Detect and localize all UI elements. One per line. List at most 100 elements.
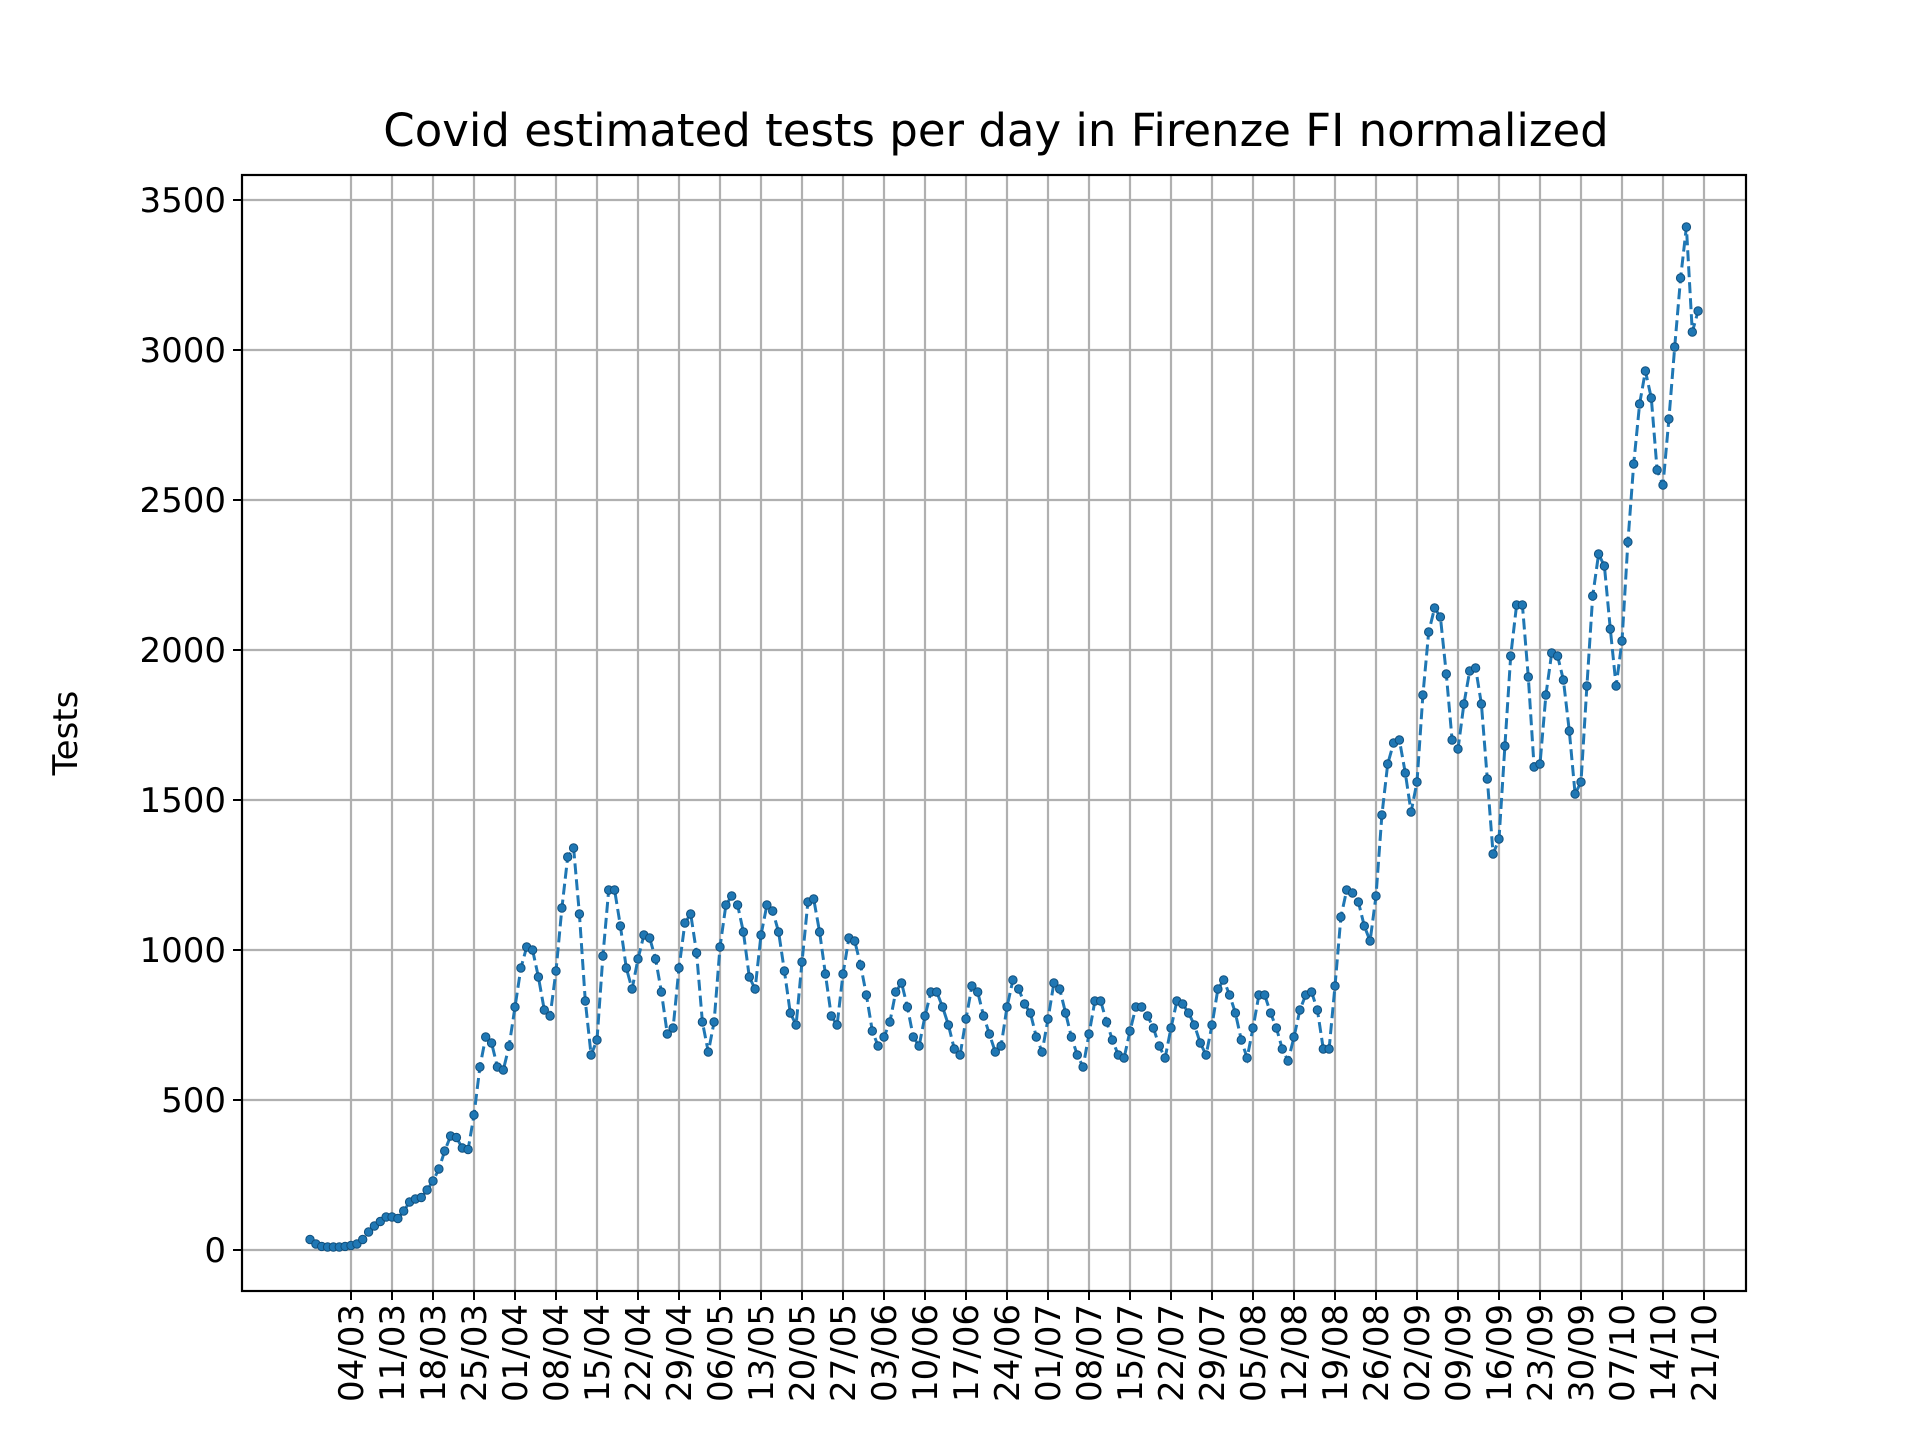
- data-point: [551, 966, 561, 976]
- data-point: [1623, 537, 1633, 547]
- data-point: [1646, 393, 1657, 403]
- y-tick-label: 2500: [139, 481, 226, 521]
- x-tick-label: 16/09: [1480, 1304, 1520, 1402]
- data-point: [1119, 1053, 1129, 1063]
- x-tick-label: 20/05: [783, 1304, 823, 1402]
- data-point: [1242, 1053, 1252, 1063]
- data-point: [574, 909, 585, 919]
- series-line: [309, 226, 1700, 1249]
- data-point: [1008, 975, 1018, 985]
- data-point: [779, 966, 790, 976]
- data-point: [768, 906, 778, 916]
- data-point: [1359, 921, 1370, 931]
- data-point: [861, 990, 872, 1000]
- data-point: [838, 969, 848, 979]
- data-point: [1031, 1032, 1042, 1042]
- data-point: [732, 900, 743, 910]
- data-point: [1558, 675, 1569, 685]
- data-point: [1693, 306, 1703, 316]
- data-point: [504, 1041, 514, 1051]
- x-tick-label: 17/06: [947, 1304, 987, 1402]
- data-point: [674, 963, 684, 973]
- data-point: [1248, 1023, 1258, 1033]
- data-point: [885, 1017, 895, 1027]
- data-point: [1084, 1029, 1094, 1039]
- data-point: [1049, 978, 1059, 988]
- x-tick-label: 23/09: [1521, 1304, 1561, 1402]
- data-point: [715, 942, 725, 952]
- data-point: [1260, 990, 1270, 1000]
- data-point: [533, 972, 544, 982]
- data-point: [568, 843, 579, 853]
- x-tick-label: 12/08: [1275, 1304, 1315, 1402]
- data-point: [1593, 549, 1604, 559]
- data-point: [1523, 672, 1534, 682]
- x-tick-label: 14/10: [1644, 1304, 1684, 1402]
- data-point: [399, 1206, 409, 1216]
- data-point: [762, 900, 772, 910]
- data-point: [978, 1011, 989, 1021]
- data-point: [1043, 1014, 1053, 1024]
- data-point: [1453, 744, 1463, 754]
- x-tick-label: 22/04: [619, 1304, 659, 1402]
- data-point: [580, 996, 590, 1006]
- data-point: [358, 1234, 368, 1245]
- x-tick-label: 29/04: [660, 1304, 700, 1402]
- data-point: [680, 918, 690, 928]
- data-point: [1429, 603, 1440, 613]
- data-point: [1160, 1053, 1170, 1063]
- data-point: [809, 894, 819, 904]
- data-point: [891, 987, 901, 997]
- data-point: [984, 1029, 995, 1039]
- data-point: [691, 948, 702, 958]
- data-point: [1148, 1023, 1159, 1033]
- x-tick-label: 03/06: [865, 1304, 905, 1402]
- data-point: [557, 903, 567, 913]
- data-point: [598, 951, 608, 961]
- data-point: [1019, 999, 1030, 1009]
- data-point: [1441, 669, 1452, 679]
- data-point: [1183, 1008, 1194, 1018]
- data-point: [1670, 342, 1680, 352]
- data-point: [1506, 651, 1516, 661]
- data-point: [1424, 627, 1434, 637]
- data-point: [363, 1227, 374, 1237]
- data-point: [686, 909, 696, 919]
- data-point: [1500, 741, 1510, 751]
- x-tick-label: 15/04: [578, 1304, 618, 1402]
- data-point: [615, 921, 626, 931]
- data-point: [1230, 1008, 1241, 1018]
- data-point: [820, 969, 831, 979]
- data-point: [1213, 984, 1223, 994]
- data-point: [1265, 1008, 1276, 1018]
- data-point: [1137, 1002, 1147, 1012]
- data-point: [873, 1041, 883, 1051]
- data-point: [937, 1002, 948, 1012]
- data-point: [1365, 936, 1375, 946]
- data-point: [1541, 690, 1551, 700]
- data-point: [1582, 681, 1592, 691]
- data-point: [1482, 774, 1493, 784]
- data-point: [896, 978, 907, 988]
- data-point: [1681, 222, 1692, 232]
- data-point: [1634, 399, 1645, 409]
- data-point: [1447, 735, 1457, 745]
- data-point: [785, 1008, 795, 1018]
- data-point: [955, 1050, 965, 1060]
- data-point: [996, 1041, 1006, 1051]
- y-tick-label: 500: [161, 1081, 226, 1121]
- x-tick-label: 26/08: [1357, 1304, 1397, 1402]
- x-tick-label: 25/03: [455, 1304, 495, 1402]
- data-point: [609, 885, 620, 895]
- data-point: [1096, 996, 1106, 1006]
- data-point: [902, 1002, 913, 1012]
- data-point: [516, 963, 526, 973]
- data-point: [621, 963, 631, 973]
- data-point: [1371, 891, 1381, 901]
- data-point: [867, 1026, 877, 1036]
- data-point: [1025, 1008, 1036, 1018]
- data-point: [1324, 1044, 1334, 1054]
- x-tick-label: 18/03: [414, 1304, 454, 1402]
- data-point: [814, 927, 825, 937]
